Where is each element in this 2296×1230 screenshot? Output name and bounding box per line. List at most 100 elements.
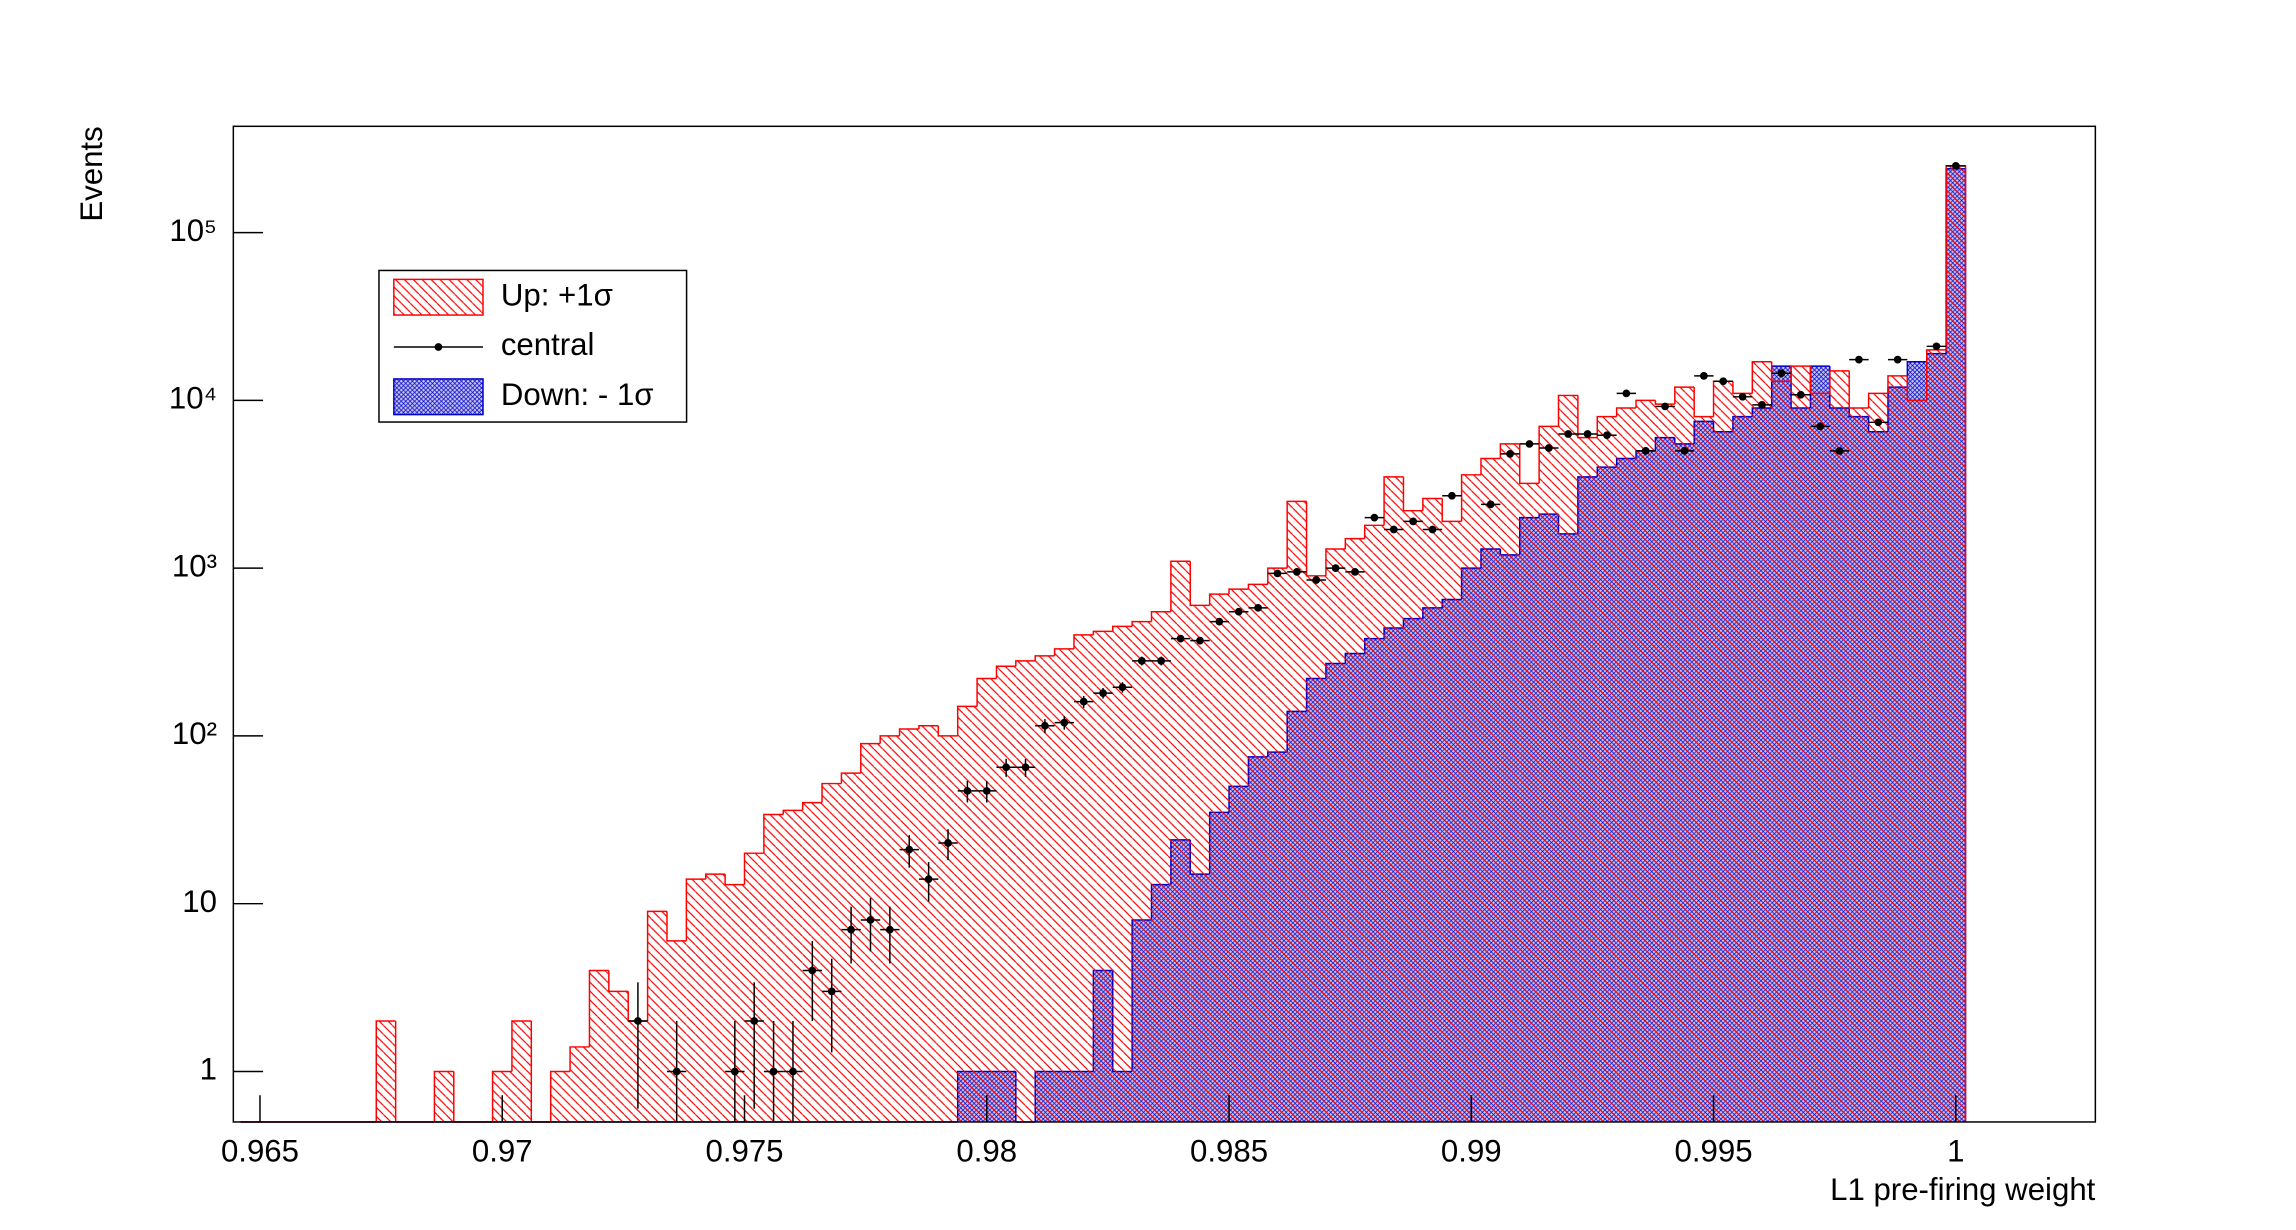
histogram-outline <box>1732 381 1753 395</box>
x-axis-title: L1 pre-firing weight <box>1830 1172 2096 1207</box>
histogram-outline <box>1790 365 1811 382</box>
histogram-bin <box>1791 366 1811 1122</box>
histogram-bin <box>1073 634 1094 1122</box>
histogram-outline <box>1693 387 1714 418</box>
data-point <box>1583 430 1592 438</box>
histogram-bin <box>1229 589 1249 1122</box>
histogram-outline <box>1247 583 1268 590</box>
histogram-outline <box>1577 395 1598 439</box>
histogram-outline <box>1208 593 1230 606</box>
data-point <box>1855 355 1863 364</box>
histogram-outline <box>1635 399 1656 409</box>
histogram-outline <box>1189 561 1210 607</box>
histogram-bin <box>647 911 667 1122</box>
histogram-outline <box>666 911 687 942</box>
data-point <box>982 787 991 795</box>
x-tick-label: 0.995 <box>1675 1133 1753 1168</box>
histogram-outline <box>840 772 861 784</box>
histogram-outline <box>1867 392 1888 409</box>
histogram-bin <box>822 783 842 1122</box>
histogram-bin <box>550 1071 571 1122</box>
histogram-bin <box>1112 626 1133 1122</box>
x-tick-label: 0.99 <box>1441 1133 1502 1168</box>
data-point <box>1603 431 1611 440</box>
histogram-outline <box>724 874 745 886</box>
histogram-outline <box>1344 537 1365 550</box>
histogram-outline <box>1402 476 1423 512</box>
histogram-outline <box>433 1070 454 1122</box>
histogram-outline <box>705 873 726 880</box>
points-series <box>628 161 1966 1122</box>
histogram-bin <box>1403 510 1423 1122</box>
histogram-outline <box>1015 660 1036 667</box>
data-point <box>730 1067 739 1076</box>
data-point <box>1758 401 1766 409</box>
histogram-outline <box>821 782 842 803</box>
legend-swatch-marker <box>434 343 443 351</box>
data-point <box>1448 491 1456 500</box>
legend: Up: +1σ central Down: - 1σ <box>378 269 688 423</box>
histogram-bin <box>1422 498 1443 1122</box>
histogram-bin <box>1209 594 1230 1122</box>
histogram-bin <box>1248 584 1268 1122</box>
data-point <box>1331 564 1340 573</box>
histogram-outline <box>1809 366 1830 395</box>
histogram-outline <box>976 677 997 707</box>
histogram-outline <box>1325 548 1346 576</box>
histogram-outline <box>1053 648 1074 656</box>
data-point <box>905 845 914 854</box>
data-point <box>1370 513 1379 522</box>
histogram-outline <box>1770 361 1792 382</box>
histogram-bin <box>938 735 958 1122</box>
histogram-outline <box>860 742 881 774</box>
histogram-bin <box>1616 408 1637 1122</box>
data-point <box>1777 369 1786 378</box>
histogram-bin <box>589 970 609 1122</box>
data-point <box>1719 377 1728 386</box>
legend-swatch <box>393 278 484 316</box>
histogram-outline <box>491 1070 512 1122</box>
histogram-bin <box>1306 575 1326 1122</box>
histogram-bin <box>1577 437 1598 1122</box>
data-point <box>1816 422 1825 431</box>
histogram-outline <box>608 970 629 993</box>
y-tick-label: 10⁵ <box>169 213 217 248</box>
x-tick-label: 0.985 <box>1190 1133 1268 1168</box>
histogram-bin <box>1151 611 1171 1122</box>
histogram-bin <box>1480 458 1501 1122</box>
histogram-outline <box>1170 560 1191 612</box>
x-tick-label: 0.975 <box>705 1133 783 1168</box>
histogram-bin <box>1519 483 1540 1122</box>
histogram-bin <box>1015 660 1036 1122</box>
histogram-bin <box>957 706 978 1122</box>
histogram-bin <box>1384 476 1404 1122</box>
histogram-outline <box>995 665 1016 679</box>
histogram-bin <box>1364 525 1385 1122</box>
histogram-outline <box>1286 500 1307 569</box>
data-point <box>1738 392 1747 401</box>
histogram-outline <box>1848 370 1869 409</box>
data-point <box>1641 447 1650 455</box>
histogram-bin <box>918 725 939 1122</box>
histogram-bin <box>1442 521 1462 1122</box>
histogram-bin <box>1287 501 1307 1122</box>
histogram-bin <box>1597 416 1617 1122</box>
data-point <box>1486 500 1495 509</box>
legend-label: Down: - 1σ <box>501 377 654 412</box>
histogram-outline <box>763 813 784 854</box>
histogram-outline <box>782 809 803 815</box>
data-point <box>1544 444 1553 452</box>
histogram-outline <box>588 969 609 1047</box>
histogram-outline <box>685 878 706 941</box>
histogram-bin <box>1170 561 1191 1122</box>
data-point <box>1234 607 1243 616</box>
histogram-outline <box>1654 400 1675 405</box>
data-point <box>847 925 855 934</box>
histogram-bin <box>1713 381 1733 1122</box>
histogram-bin <box>1868 393 1888 1122</box>
data-point <box>1409 517 1418 526</box>
histogram-bin <box>996 666 1016 1122</box>
data-point <box>1041 721 1049 730</box>
histogram-bin <box>977 678 997 1122</box>
histogram-outline <box>569 1046 590 1072</box>
